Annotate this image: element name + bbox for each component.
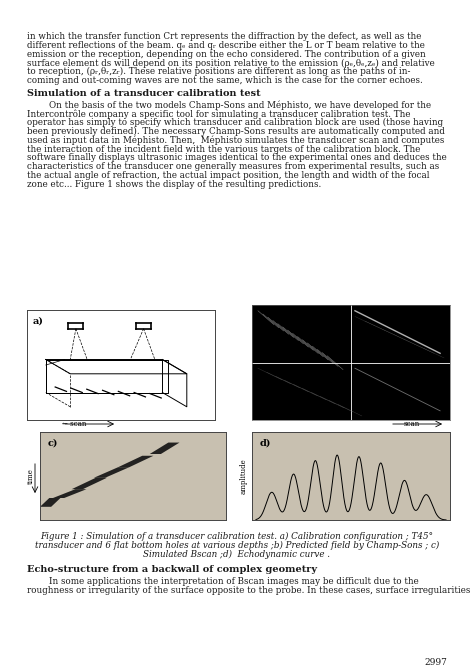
Text: Echo-structure from a backwall of complex geometry: Echo-structure from a backwall of comple… [27,565,317,574]
Text: On the basis of the two models Champ-Sons and Méphisto, we have developed for th: On the basis of the two models Champ-Son… [27,101,431,110]
Text: c): c) [47,438,58,447]
Text: ← scan: ← scan [62,420,86,428]
Text: in which the transfer function Crt represents the diffraction by the defect, as : in which the transfer function Crt repre… [27,32,421,41]
Text: the actual angle of refraction, the actual impact position, the length and width: the actual angle of refraction, the actu… [27,171,429,180]
Text: Simulated Bscan ;d)  Echodynamic curve .: Simulated Bscan ;d) Echodynamic curve . [144,550,330,558]
Text: software finally displays ultrasonic images identical to the experimental ones a: software finally displays ultrasonic ima… [27,153,447,163]
Text: surface element ds will depend on its position relative to the emission (ρₑ,θₑ,z: surface element ds will depend on its po… [27,58,435,67]
Text: different reflections of the beam. qₑ and qᵣ describe either the L or T beam rel: different reflections of the beam. qₑ an… [27,41,425,50]
Text: Figure 1 : Simulation of a transducer calibration test. a) Calibration configura: Figure 1 : Simulation of a transducer ca… [40,532,434,541]
Polygon shape [53,489,86,498]
Polygon shape [72,478,107,489]
Text: transducer and 6 flat bottom holes at various depths ;b) Predicted field by Cham: transducer and 6 flat bottom holes at va… [35,541,439,550]
Text: characteristics of the transducer one generally measures from experimental resul: characteristics of the transducer one ge… [27,162,439,171]
Text: used as input data in Méphisto. Then,  Méphisto simulates the transducer scan an: used as input data in Méphisto. Then, Mé… [27,136,444,145]
Text: to reception, (ρᵣ,θᵣ,zᵣ). These relative positions are different as long as the : to reception, (ρᵣ,θᵣ,zᵣ). These relative… [27,67,410,77]
Text: zone etc... Figure 1 shows the display of the resulting predictions.: zone etc... Figure 1 shows the display o… [27,180,321,189]
Polygon shape [150,443,180,454]
Text: a): a) [33,317,44,326]
Text: In some applications the interpretation of Bscan images may be difficult due to : In some applications the interpretation … [27,577,419,586]
Text: roughness or irregularity of the surface opposite to the probe. In these cases, : roughness or irregularity of the surface… [27,586,470,595]
Polygon shape [118,456,154,467]
Text: Intercontrôle company a specific tool for simulating a transducer calibration te: Intercontrôle company a specific tool fo… [27,110,410,119]
Text: amplitude: amplitude [240,458,248,494]
Text: emission or the reception, depending on the echo considered. The contribution of: emission or the reception, depending on … [27,50,426,58]
Polygon shape [40,498,61,507]
Text: operator has simply to specify which transducer and calibration block are used (: operator has simply to specify which tra… [27,118,443,127]
Text: been previously defined). The necessary Champ-Sons results are automatically com: been previously defined). The necessary … [27,127,445,136]
Polygon shape [94,467,129,478]
Text: the interaction of the incident field with the various targets of the calibratio: the interaction of the incident field wi… [27,144,420,154]
Text: scan: scan [404,420,420,428]
Text: time: time [27,468,35,484]
Text: Simulation of a transducer calibration test: Simulation of a transducer calibration t… [27,89,261,98]
Text: 2997: 2997 [424,658,447,667]
Text: d): d) [260,438,271,447]
Text: coming and out-coming waves are not the same, which is the case for the corner e: coming and out-coming waves are not the … [27,76,423,85]
